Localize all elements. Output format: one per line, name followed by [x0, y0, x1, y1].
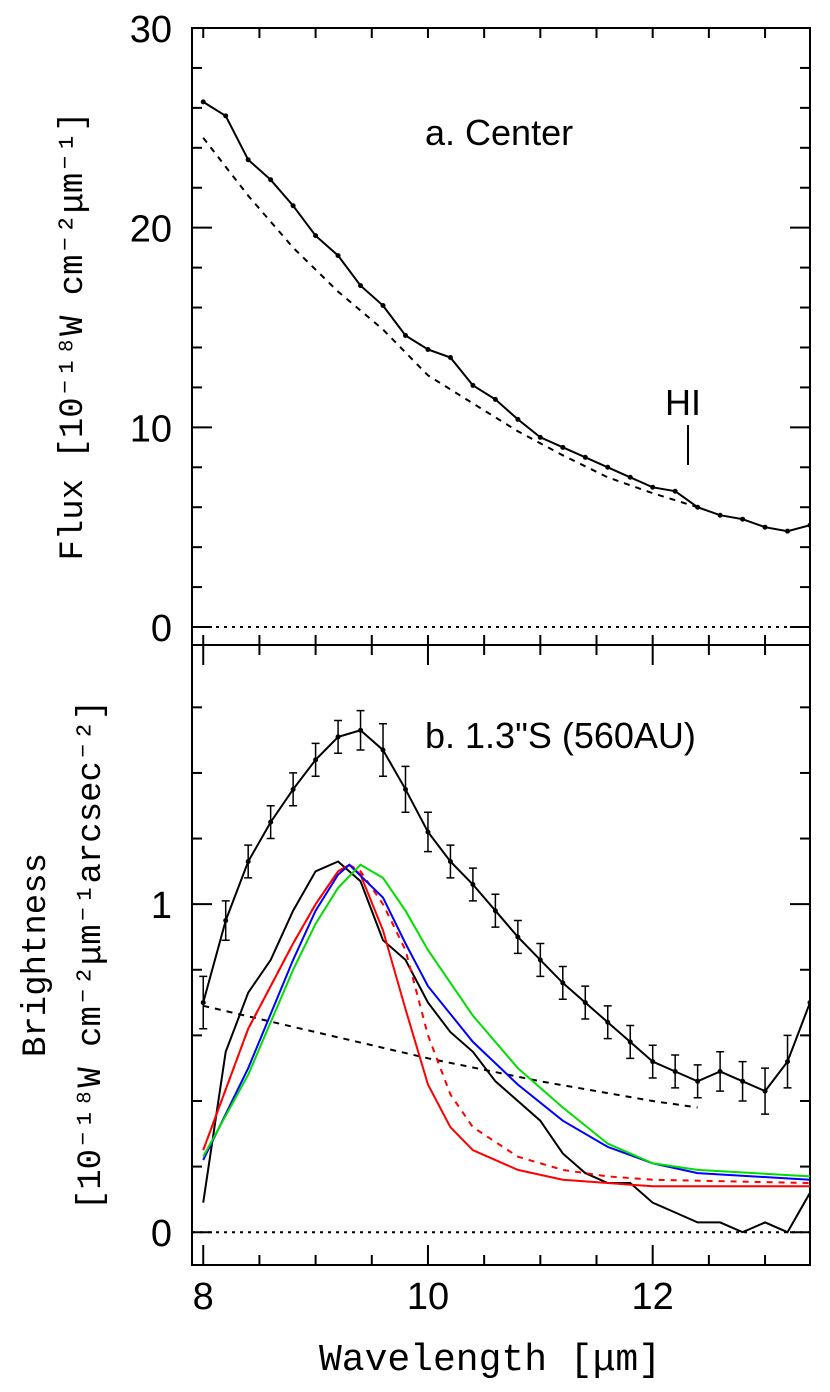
data-point: [650, 484, 656, 490]
error-bar: [423, 811, 432, 853]
error-bar: [266, 804, 275, 840]
panel-b-frame: [191, 644, 811, 1266]
y-tick-label: 30: [130, 9, 172, 51]
error-bar: [806, 969, 810, 1037]
y-axis-label: Brightness: [18, 853, 56, 1057]
data-point: [402, 333, 408, 339]
series-line: [202, 863, 810, 1188]
data-point: [560, 444, 566, 450]
data-point: [537, 434, 543, 440]
data-point: [492, 396, 498, 402]
plot-area: [192, 99, 810, 629]
line-label: HI: [665, 382, 701, 423]
error-bar: [311, 742, 320, 777]
error-bar: [626, 1024, 635, 1060]
data-point: [762, 524, 768, 530]
panel-a-label: a. Center: [425, 112, 573, 153]
plot-area: [192, 709, 810, 1234]
error-bar: [693, 1064, 702, 1099]
series-line: [202, 863, 810, 1178]
error-bar: [761, 1067, 770, 1115]
error-bar: [671, 1054, 680, 1089]
x-tick-label: 10: [407, 1276, 449, 1318]
x-tick-label: 12: [632, 1276, 674, 1318]
data-point: [447, 354, 453, 360]
series-line: [202, 137, 698, 509]
y-tick-label: 10: [130, 408, 172, 450]
panel-b-label: b. 1.3"S (560AU): [425, 715, 696, 756]
series-line: [202, 101, 810, 533]
error-bar: [738, 1060, 747, 1102]
series-line: [202, 863, 810, 1184]
data-point: [335, 253, 341, 259]
data-point: [425, 346, 431, 352]
data-point: [717, 512, 723, 518]
data-point: [200, 99, 206, 105]
x-axis-label: Wavelength [μm]: [319, 1339, 661, 1382]
error-bar: [513, 919, 522, 955]
error-bar: [783, 1034, 792, 1089]
error-bar: [244, 844, 253, 879]
error-bar: [648, 1044, 657, 1079]
error-bar: [221, 900, 230, 941]
data-point: [785, 528, 791, 534]
error-bar: [536, 942, 545, 978]
data-point: [627, 474, 633, 480]
x-tick-label: 8: [193, 1276, 214, 1318]
series-line: [202, 863, 810, 1181]
error-bar: [199, 975, 208, 1030]
data-point: [807, 522, 810, 528]
data-point: [672, 488, 678, 494]
error-bar: [491, 893, 500, 928]
data-point: [245, 157, 251, 163]
y-tick-label: 0: [151, 1213, 172, 1255]
error-bar: [581, 985, 590, 1020]
y-tick-label: 0: [151, 608, 172, 650]
error-bar: [603, 1005, 612, 1040]
error-bar: [289, 772, 298, 807]
data-point: [515, 416, 521, 422]
series-line: [202, 729, 810, 1093]
error-bar: [379, 722, 388, 777]
y-axis-label: Flux [10⁻¹⁸W cm⁻²μm⁻¹]: [55, 111, 93, 560]
data-point: [358, 283, 364, 289]
error-bar: [468, 867, 477, 902]
y-tick-label: 1: [151, 885, 172, 927]
data-point: [740, 516, 746, 522]
error-bar: [446, 844, 455, 879]
data-point: [313, 233, 319, 239]
y-tick-label: 20: [130, 209, 172, 251]
error-bar: [401, 765, 410, 814]
error-bar: [356, 709, 365, 751]
series-line: [202, 1004, 698, 1109]
data-point: [582, 454, 588, 460]
data-point: [380, 303, 386, 309]
data-point: [470, 382, 476, 388]
data-point: [268, 177, 274, 183]
error-bar: [558, 965, 567, 1001]
data-point: [605, 464, 611, 470]
y-axis-label: [10⁻¹⁸W cm⁻²μm⁻¹arcsec⁻²]: [73, 700, 111, 1210]
error-bar: [334, 719, 343, 755]
error-bar: [716, 1051, 725, 1092]
data-point: [223, 113, 229, 119]
data-point: [290, 203, 296, 209]
series-line: [202, 860, 810, 1234]
